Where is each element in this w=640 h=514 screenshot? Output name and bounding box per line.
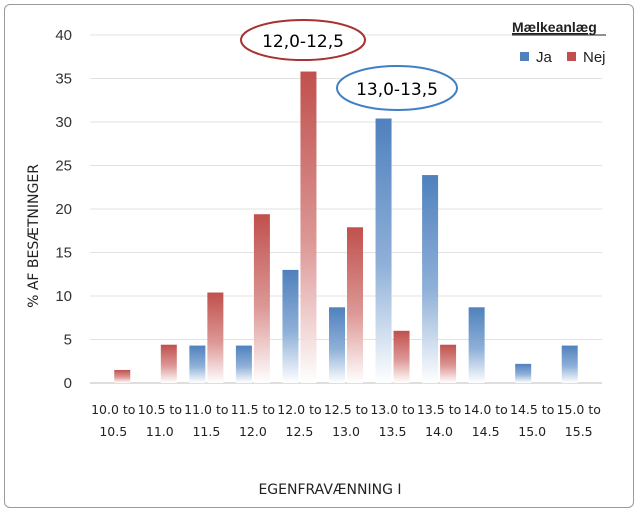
y-axis-title: % AF BESÆTNINGER [26,164,42,308]
bar-nej [160,344,177,383]
annotation-ellipse-red [240,19,366,61]
legend-label-ja: Ja [536,49,553,66]
x-tick-label: 12.5 to 13.0 [324,402,368,439]
bar-nej [393,330,410,383]
bar-ja [235,345,252,383]
bar-nej [114,369,131,383]
y-tick-label: 30 [55,114,72,131]
y-tick-label: 40 [55,27,72,44]
legend-swatch-nej [567,52,576,61]
x-axis-title: EGENFRAVÆNNING I [258,482,401,498]
bar-ja [561,345,578,383]
x-tick-label: 11.0 to 11.5 [184,402,228,439]
y-tick-label: 25 [55,158,72,175]
x-tick-label: 13.5 to 14.0 [417,402,461,439]
annotation-ellipse-blue [336,65,458,111]
y-tick-label: 35 [55,71,72,88]
bar-nej [440,344,457,383]
bar-ja [375,118,392,384]
bar-ja [329,307,345,383]
bar-ja [515,363,532,383]
bar-ja [282,269,299,383]
y-tick-label: 15 [55,245,72,262]
y-tick-label: 5 [64,332,72,349]
x-tick-label: 10.5 to 11.0 [138,402,182,439]
bar-nej [253,214,270,383]
bar-ja [468,307,485,383]
x-tick-label: 15.0 to 15.5 [557,402,601,439]
x-tick-label: 10.0 to 10.5 [91,402,135,439]
x-tick-label: 14.0 to 14.5 [463,402,507,439]
bar-ja [422,175,439,383]
x-tick-label: 14.5 to 15.0 [510,402,554,439]
bar-nej [207,292,224,383]
annotation-text-blue: 13,0-13,5 [356,80,438,100]
bar-nej [300,71,317,383]
x-tick-label: 12.0 to 12.5 [277,402,321,439]
y-tick-label: 10 [55,288,72,305]
y-axis-ticks: 0 5 10 15 20 25 30 35 40 [55,27,72,392]
x-tick-label: 13.0 to 13.5 [370,402,414,439]
bars [114,71,578,384]
annotation-text-red: 12,0-12,5 [262,32,344,52]
legend-label-nej: Nej [583,49,606,66]
legend-swatch-ja [520,52,529,61]
y-tick-label: 20 [55,201,72,218]
chart-frame [4,4,634,508]
x-axis-categories: 10.0 to 10.510.5 to 11.011.0 to 11.511.5 to… [91,402,601,439]
bar-ja [189,345,206,383]
bar-nej [347,227,363,383]
legend-title: Mælkeanlæg [512,19,597,35]
y-tick-label: 0 [64,375,72,392]
x-tick-label: 11.5 to 12.0 [231,402,275,439]
